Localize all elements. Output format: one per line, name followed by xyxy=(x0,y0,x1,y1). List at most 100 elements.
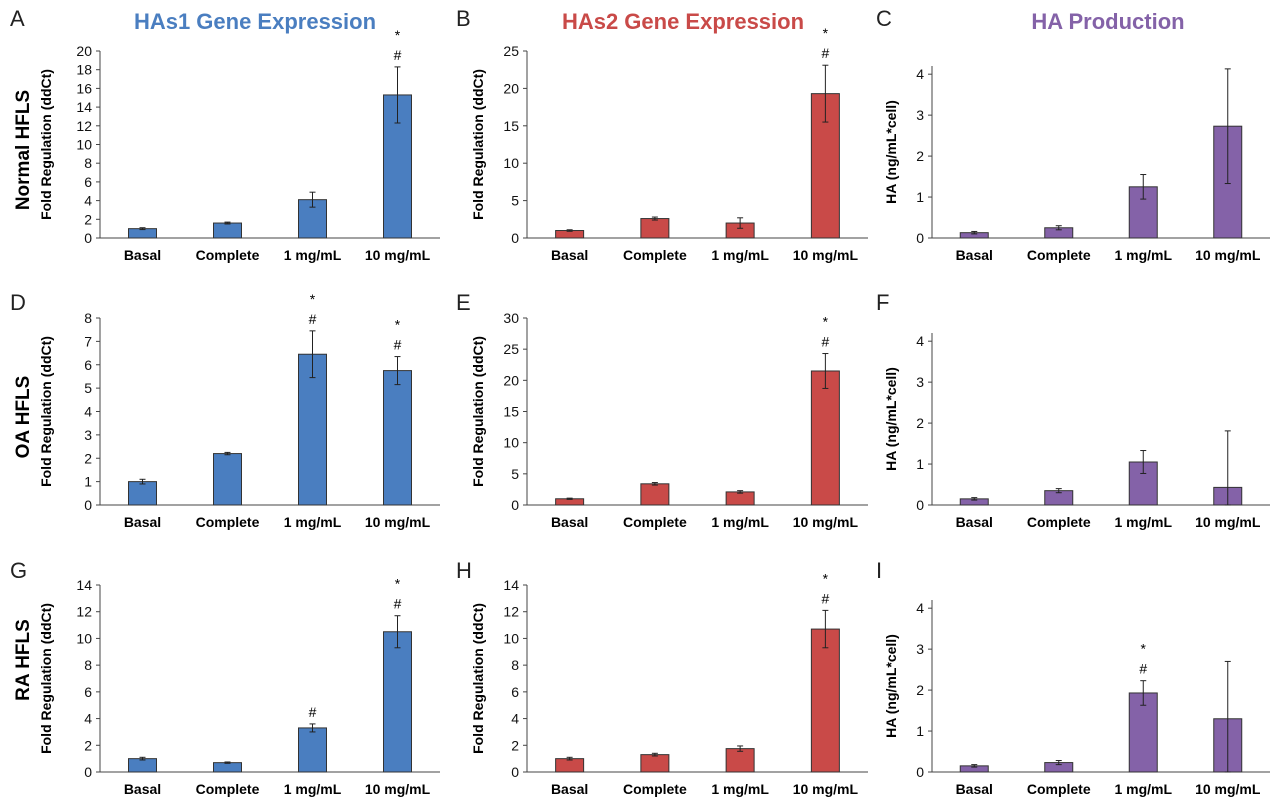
x-tick-label: Basal xyxy=(551,781,588,797)
bar-d-4 xyxy=(383,370,412,506)
bar-d-2 xyxy=(213,453,242,506)
y-axis-label-a: Fold Regulation (ddCt) xyxy=(38,69,54,220)
y-tick-label: 3 xyxy=(916,374,924,390)
x-tick-label: Basal xyxy=(956,514,993,530)
y-tick-label: 0 xyxy=(511,497,519,513)
y-tick-label: 2 xyxy=(916,682,924,698)
y-tick-label: 16 xyxy=(76,80,92,96)
panel-letter-f: F xyxy=(876,290,889,315)
x-tick-label: Basal xyxy=(124,514,161,530)
significance-hash: # xyxy=(821,334,829,350)
panel-f: F HA (ng/mL*cell) 0 1 2 3 4 Basal Complete 1 mg/m… xyxy=(876,290,1270,530)
bar-g-4 xyxy=(383,631,412,773)
bar-e-2 xyxy=(640,483,670,506)
x-tick-label: 10 mg/mL xyxy=(1195,514,1261,530)
y-tick-label: 8 xyxy=(84,155,92,171)
column-title-has1: HAs1 Gene Expression xyxy=(134,9,376,34)
y-tick-label: 0 xyxy=(84,764,92,780)
y-tick-label: 0 xyxy=(84,497,92,513)
significance-hash: # xyxy=(394,47,402,63)
y-tick-label: 10 xyxy=(76,630,92,646)
x-tick-label: Basal xyxy=(551,247,588,263)
y-tick-label: 2 xyxy=(916,415,924,431)
significance-star: * xyxy=(823,25,829,41)
significance-star: * xyxy=(823,570,829,586)
panel-h: H Fold Regulation (ddCt) 0 2 4 6 8 10 12 14 Basal C… xyxy=(456,558,868,797)
bar-g-1 xyxy=(128,758,157,773)
y-tick-label: 6 xyxy=(511,684,519,700)
bar-b-2 xyxy=(640,218,670,239)
y-tick-label: 25 xyxy=(503,43,519,59)
y-tick-label: 0 xyxy=(511,230,519,246)
y-tick-label: 5 xyxy=(511,466,519,482)
y-tick-label: 12 xyxy=(76,118,92,134)
y-tick-label: 2 xyxy=(84,737,92,753)
significance-star: * xyxy=(395,27,401,43)
y-tick-label: 10 xyxy=(503,630,519,646)
column-title-ha: HA Production xyxy=(1031,9,1184,34)
y-tick-label: 4 xyxy=(84,193,92,209)
panel-i: I HA (ng/mL*cell) 0 1 2 3 4 Basal Complete 1 mg/m… xyxy=(876,558,1270,797)
x-tick-label: 1 mg/mL xyxy=(284,514,342,530)
y-tick-label: 20 xyxy=(503,80,519,96)
significance-hash: # xyxy=(309,311,317,327)
y-tick-label: 7 xyxy=(84,333,92,349)
x-tick-label: Basal xyxy=(956,781,993,797)
x-tick-label: 1 mg/mL xyxy=(1114,514,1172,530)
significance-hash: # xyxy=(821,590,829,606)
x-tick-label: Complete xyxy=(1027,781,1091,797)
y-tick-label: 0 xyxy=(916,497,924,513)
y-axis-label-h: Fold Regulation (ddCt) xyxy=(470,603,486,754)
significance-star: * xyxy=(823,314,829,330)
y-tick-label: 15 xyxy=(503,118,519,134)
y-tick-label: 0 xyxy=(916,764,924,780)
y-tick-label: 12 xyxy=(503,604,519,620)
x-tick-label: Complete xyxy=(1027,247,1091,263)
y-tick-label: 4 xyxy=(84,711,92,727)
panel-g: G Fold Regulation (ddCt) 0 2 4 6 8 10 12 14 Basal C… xyxy=(10,558,440,797)
y-tick-label: 10 xyxy=(76,137,92,153)
x-tick-label: 10 mg/mL xyxy=(793,247,859,263)
significance-hash: # xyxy=(821,45,829,61)
bar-g-2 xyxy=(213,762,242,773)
significance-hash: # xyxy=(394,337,402,353)
panel-c: C HA (ng/mL*cell) 0 1 2 3 4 Basal Complete 1 mg/m… xyxy=(876,6,1270,263)
y-tick-label: 0 xyxy=(84,230,92,246)
column-title-has2: HAs2 Gene Expression xyxy=(562,9,804,34)
y-axis-label-e: Fold Regulation (ddCt) xyxy=(470,336,486,487)
y-tick-label: 4 xyxy=(916,66,924,82)
y-tick-label: 14 xyxy=(503,577,519,593)
y-tick-label: 2 xyxy=(511,737,519,753)
y-tick-label: 6 xyxy=(84,174,92,190)
x-tick-label: Basal xyxy=(124,781,161,797)
y-tick-label: 5 xyxy=(511,193,519,209)
significance-hash: # xyxy=(394,596,402,612)
y-tick-label: 2 xyxy=(84,211,92,227)
panel-letter-d: D xyxy=(10,290,26,315)
bar-g-3 xyxy=(298,727,327,773)
y-tick-label: 3 xyxy=(916,107,924,123)
x-tick-label: Complete xyxy=(196,781,260,797)
x-tick-label: 1 mg/mL xyxy=(711,514,769,530)
y-tick-label: 1 xyxy=(916,723,924,739)
y-axis-label-c: HA (ng/mL*cell) xyxy=(883,100,899,204)
x-tick-label: 10 mg/mL xyxy=(365,781,431,797)
y-tick-label: 30 xyxy=(503,310,519,326)
significance-star: * xyxy=(395,576,401,592)
bar-e-4 xyxy=(810,370,840,506)
x-tick-label: 10 mg/mL xyxy=(1195,781,1261,797)
row-label-ra: RA HFLS xyxy=(13,619,34,701)
panel-letter-e: E xyxy=(456,290,471,315)
x-tick-label: Complete xyxy=(1027,514,1091,530)
y-tick-label: 2 xyxy=(84,450,92,466)
x-tick-label: 1 mg/mL xyxy=(1114,781,1172,797)
x-tick-label: 1 mg/mL xyxy=(711,247,769,263)
y-tick-label: 5 xyxy=(84,380,92,396)
y-tick-label: 1 xyxy=(916,189,924,205)
y-tick-label: 3 xyxy=(84,427,92,443)
y-tick-label: 1 xyxy=(84,474,92,490)
y-tick-label: 1 xyxy=(916,456,924,472)
x-tick-label: Complete xyxy=(623,781,687,797)
y-tick-label: 6 xyxy=(84,357,92,373)
